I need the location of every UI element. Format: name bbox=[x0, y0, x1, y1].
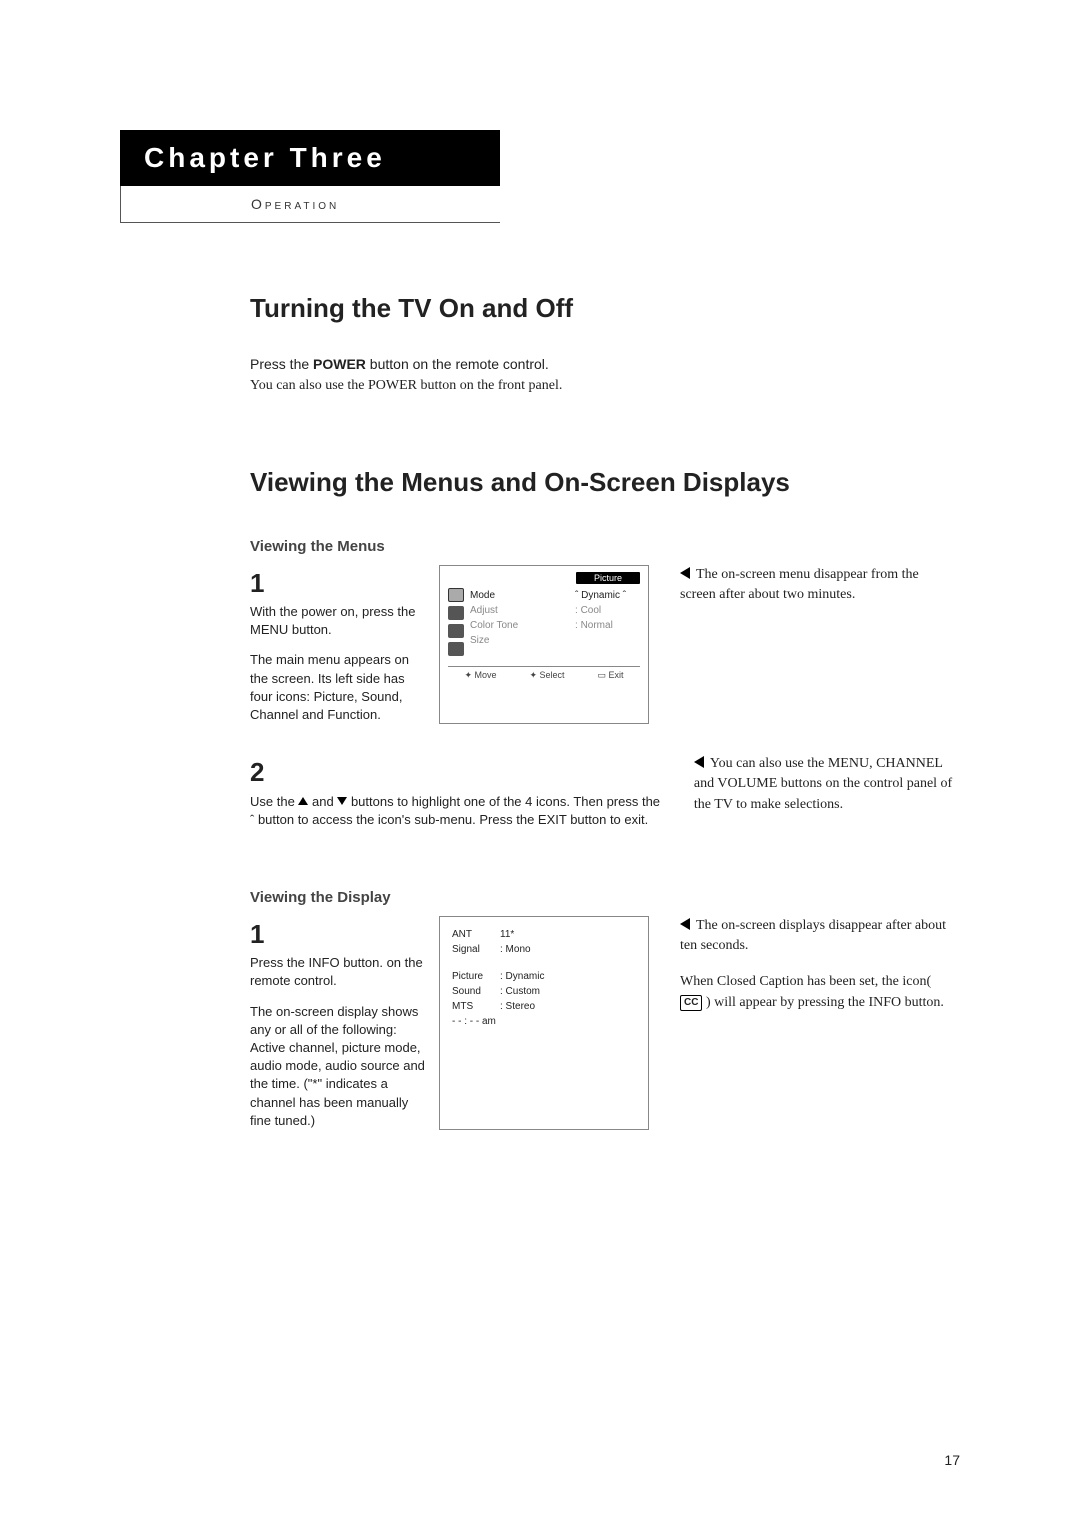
txt: You can also use the MENU, CHANNEL and V… bbox=[694, 756, 952, 812]
chapter-subtitle: Operation bbox=[251, 196, 339, 212]
info-k: Picture bbox=[452, 969, 500, 984]
section-title-power: Turning the TV On and Off bbox=[250, 293, 960, 324]
step2-text: 2 Use the and buttons to highlight one o… bbox=[250, 754, 664, 829]
info-k: Sound bbox=[452, 984, 500, 999]
triangle-left-icon bbox=[680, 567, 690, 579]
side-note-2: You can also use the MENU, CHANNEL and V… bbox=[694, 754, 960, 815]
picture-icon bbox=[448, 588, 464, 602]
subsection-viewing-menus: Viewing the Menus bbox=[250, 538, 960, 555]
txt: Press the bbox=[250, 955, 309, 970]
chapter-title: Chapter Three bbox=[144, 142, 386, 173]
txt: The on-screen displays disappear after a… bbox=[680, 918, 946, 953]
txt: Press the bbox=[250, 356, 313, 372]
menu-key: Color Tone bbox=[470, 618, 575, 633]
step-number: 1 bbox=[250, 565, 425, 601]
menu-key: Adjust bbox=[470, 603, 575, 618]
txt: The main menu appears on the screen. Its… bbox=[250, 652, 409, 722]
info-v: 11* bbox=[500, 927, 514, 942]
txt: The on-screen menu disappear from the sc… bbox=[680, 567, 919, 602]
section-title-menus: Viewing the Menus and On-Screen Displays bbox=[250, 467, 960, 498]
tv-menu-screenshot: Picture Mode Adjust Color Tone Size ˆ Dy… bbox=[439, 565, 649, 725]
txt: When Closed Caption has been set, the ic… bbox=[680, 974, 931, 989]
chapter-title-bar: Chapter Three bbox=[120, 130, 500, 186]
txt: The on-screen display shows any or all o… bbox=[250, 1004, 425, 1128]
info-v: : Mono bbox=[500, 942, 531, 957]
menu-val: Normal bbox=[581, 620, 613, 631]
info-v: : Dynamic bbox=[500, 969, 544, 984]
menu-values: ˆ Dynamic ˆ : Cool : Normal bbox=[575, 588, 640, 656]
menu-keys: Mode Adjust Color Tone Size bbox=[470, 588, 575, 656]
sound-icon bbox=[448, 606, 464, 620]
power-bold: POWER bbox=[313, 356, 366, 372]
menu-title: Picture bbox=[576, 572, 640, 584]
info-v: : Custom bbox=[500, 984, 540, 999]
menu-bold: MENU bbox=[250, 622, 288, 637]
step-number: 1 bbox=[250, 916, 425, 952]
txt: and bbox=[308, 794, 337, 809]
info-time: - - : - - am bbox=[452, 1014, 636, 1029]
menu-val: Dynamic bbox=[581, 590, 620, 601]
menu-key: Mode bbox=[470, 588, 575, 603]
side-note-3: The on-screen displays disappear after a… bbox=[680, 916, 950, 1013]
menu-footer: ✦ Move ✦ Select ▭ Exit bbox=[448, 666, 640, 681]
menu-icon-column bbox=[448, 588, 470, 656]
footer-select: Select bbox=[540, 670, 565, 680]
chapter-subtitle-box: Operation bbox=[120, 186, 500, 223]
step-number: 2 bbox=[250, 754, 664, 790]
triangle-left-icon bbox=[694, 756, 704, 768]
page-number: 17 bbox=[944, 1452, 960, 1468]
txt: button. bbox=[288, 622, 331, 637]
info-bold: INFO bbox=[309, 955, 340, 970]
txt: button on the remote control. bbox=[366, 356, 549, 372]
up-arrow-icon bbox=[298, 797, 308, 805]
info-k: ANT bbox=[452, 927, 500, 942]
subsection-viewing-display: Viewing the Display bbox=[250, 889, 960, 906]
info-k: MTS bbox=[452, 999, 500, 1014]
function-icon bbox=[448, 642, 464, 656]
txt: You can also use the POWER button on the… bbox=[250, 378, 562, 393]
txt: With the power on, press the bbox=[250, 604, 415, 619]
channel-icon bbox=[448, 624, 464, 638]
exit-bold: EXIT bbox=[538, 812, 567, 827]
footer-move: Move bbox=[475, 670, 497, 680]
txt: ) will appear by pressing the INFO butto… bbox=[702, 995, 943, 1010]
tv-info-screenshot: ANT11* Signal: Mono Picture: Dynamic Sou… bbox=[439, 916, 649, 1130]
cc-icon: CC bbox=[680, 995, 702, 1012]
down-arrow-icon bbox=[337, 797, 347, 805]
menu-key: Size bbox=[470, 633, 575, 648]
display-step1-text: 1 Press the INFO button. on the remote c… bbox=[250, 916, 425, 1130]
power-instructions: Press the POWER button on the remote con… bbox=[250, 354, 750, 397]
info-v: : Stereo bbox=[500, 999, 535, 1014]
triangle-left-icon bbox=[680, 918, 690, 930]
side-note-1: The on-screen menu disappear from the sc… bbox=[680, 565, 950, 606]
txt: Use the bbox=[250, 794, 298, 809]
footer-exit: Exit bbox=[608, 670, 623, 680]
menu-val: Cool bbox=[581, 605, 602, 616]
step1-text: 1 With the power on, press the MENU butt… bbox=[250, 565, 425, 725]
info-k: Signal bbox=[452, 942, 500, 957]
txt: button to exit. bbox=[567, 812, 649, 827]
